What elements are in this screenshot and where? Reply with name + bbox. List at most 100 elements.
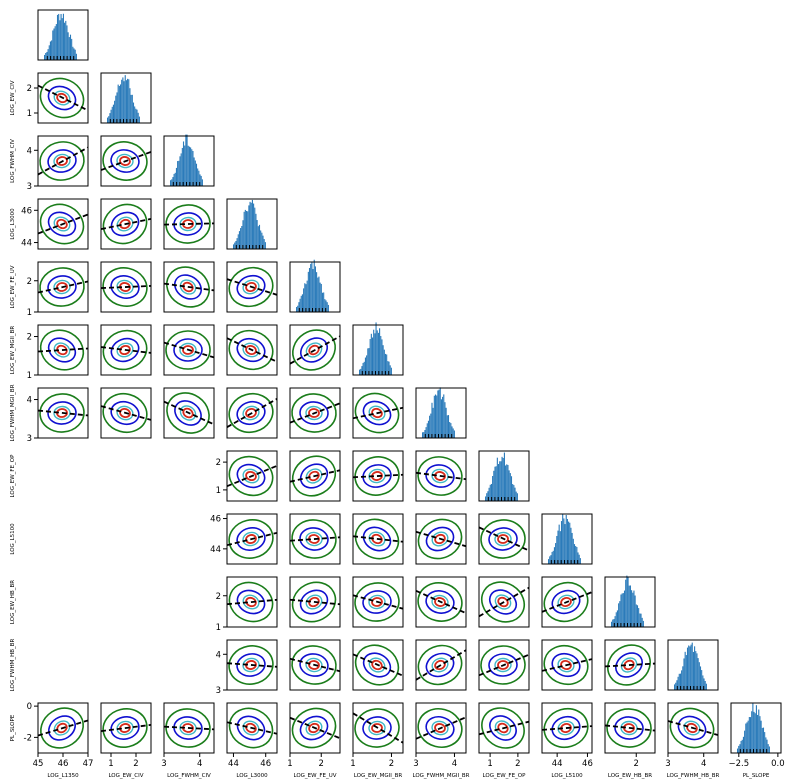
hist-bar: [492, 476, 494, 501]
hist-bar: [241, 226, 243, 249]
contour-inner: [305, 405, 323, 421]
hist-bar: [755, 705, 757, 753]
contour-group: [101, 141, 151, 181]
hist-bar: [298, 302, 300, 312]
x-tick-label: 44: [228, 759, 239, 769]
hist-bar: [240, 228, 242, 249]
panel-frame: [163, 702, 215, 754]
trend-line: [101, 346, 151, 354]
panel-11-5: 1 2 LOG_EW_MGII_BR: [350, 702, 404, 779]
contour-outer: [165, 204, 211, 244]
panel-9-6: [415, 576, 467, 628]
hist-bar: [620, 594, 622, 627]
hist-bar: [639, 613, 641, 627]
hist-bar: [452, 428, 454, 438]
hist-bar: [299, 298, 301, 312]
hist-bar: [72, 46, 74, 60]
hist-bar: [116, 92, 118, 123]
hist-bar: [550, 555, 552, 564]
contour-mid: [488, 589, 518, 615]
contour-inner: [116, 342, 134, 358]
contour-inner: [494, 657, 512, 673]
contour-core: [497, 722, 509, 734]
hist-bar: [616, 610, 619, 627]
contour-inner: [368, 594, 386, 610]
contour-group: [353, 456, 403, 496]
contour-inner: [116, 153, 134, 169]
contour-mid: [362, 716, 392, 740]
contour-inner: [53, 720, 71, 736]
hist-bar: [248, 205, 250, 249]
hist-bar: [369, 339, 371, 375]
hist-bar: [73, 48, 75, 60]
contour-group: [542, 644, 592, 686]
hist-bar: [244, 209, 246, 249]
hist-bar: [764, 732, 766, 753]
hist-bar: [640, 613, 642, 627]
hist-bar: [633, 590, 635, 627]
trend-line: [542, 591, 592, 613]
trend-line: [227, 464, 277, 488]
hist-bar: [488, 487, 490, 501]
contour-inner: [116, 279, 134, 295]
contour-group: [290, 393, 340, 433]
hist-bar: [556, 535, 558, 564]
panel-1-1: [100, 72, 152, 124]
contour-outer: [228, 392, 274, 434]
hist-bar: [368, 348, 370, 375]
contour-group: [227, 329, 277, 371]
panel-4-0: 12: [27, 261, 89, 318]
hist-bar: [238, 231, 241, 249]
y-tick-label: 4: [216, 650, 221, 660]
contour-group: [290, 329, 340, 371]
hist-bar: [235, 240, 237, 249]
contour-core: [371, 659, 383, 671]
hist-bar: [499, 461, 501, 501]
panel-frame: [289, 261, 341, 313]
hist-bar: [641, 617, 643, 627]
contour-mid: [174, 400, 202, 426]
hist-bar: [362, 362, 364, 375]
hist-bar: [366, 355, 368, 375]
hist-bar: [367, 348, 369, 375]
hist-bar: [69, 34, 72, 60]
contour-group: [227, 707, 277, 749]
panel-frame: [604, 639, 656, 691]
hist-bar: [451, 426, 453, 438]
panel-frame: [37, 324, 89, 376]
y-tick-label: 2: [27, 333, 32, 343]
panel-6-0: 34: [27, 387, 89, 444]
contour-core: [371, 723, 383, 733]
panel-8-8: [541, 513, 593, 565]
y-axis-label: LOG_FWHM_MGII_BR: [10, 384, 16, 441]
panel-frame: [289, 513, 341, 565]
panel-10-9: [604, 639, 656, 691]
hist-bar: [753, 711, 755, 753]
trend-line: [290, 598, 340, 606]
hist-bar: [107, 117, 109, 123]
hist-bar: [68, 37, 70, 60]
trend-line: [227, 598, 277, 606]
hist-bar: [513, 485, 515, 501]
hist-bar: [387, 361, 389, 375]
hist-bar: [744, 730, 746, 753]
trend-line: [353, 535, 403, 543]
contour-core: [245, 344, 257, 356]
x-tick-label: 1: [487, 759, 492, 769]
contour-group: [38, 267, 88, 307]
contour-outer: [228, 581, 274, 623]
contour-mid: [110, 211, 140, 237]
contour-inner: [494, 531, 512, 547]
panel-2-2: [163, 134, 215, 187]
panel-8-3: 44 46: [210, 513, 278, 565]
contour-outer: [543, 581, 589, 623]
x-tick-label: 4: [452, 759, 457, 769]
contour-mid: [236, 337, 266, 363]
x-axis-label: LOG_FWHM_HB_BR: [667, 773, 720, 779]
hist-bar: [702, 675, 704, 690]
hist-bar: [184, 145, 186, 186]
y-tick-label: 46: [210, 515, 221, 525]
hist-bar: [67, 32, 69, 60]
contour-core: [497, 660, 509, 670]
panel-7-5: [352, 450, 404, 502]
